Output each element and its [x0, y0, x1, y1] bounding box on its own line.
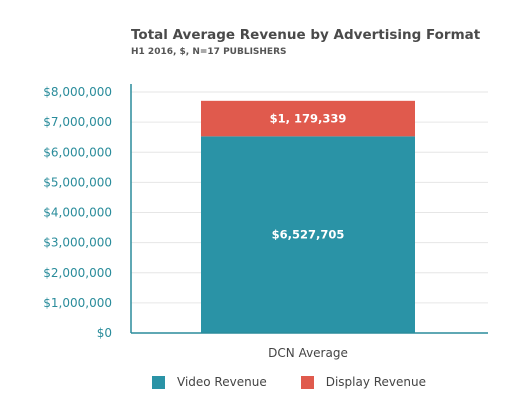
y-tick-label: $3,000,000 [43, 236, 112, 250]
bar-display-revenue [201, 100, 415, 137]
y-tick-label: $5,000,000 [43, 175, 112, 189]
legend-item-display: Display Revenue [300, 375, 427, 389]
y-tick-label: $0 [97, 326, 112, 340]
bar-video-revenue [201, 136, 415, 333]
chart-subtitle: H1 2016, $, N=17 PUBLISHERS [131, 47, 287, 57]
y-tick-label: $1,000,000 [43, 296, 112, 310]
y-tick-label: $8,000,000 [43, 85, 112, 99]
legend-swatch-video [152, 375, 165, 389]
legend-item-video: Video Revenue [152, 375, 267, 389]
y-tick-label: $4,000,000 [43, 206, 112, 220]
chart-title: Total Average Revenue by Advertising For… [131, 27, 481, 43]
y-tick-label: $2,000,000 [43, 266, 112, 280]
legend: Video Revenue Display Revenue [152, 375, 460, 389]
y-tick-label: $6,000,000 [43, 145, 112, 159]
legend-swatch-display [300, 375, 314, 389]
legend-label-display: Display Revenue [325, 375, 427, 389]
x-tick-label: DCN Average [268, 346, 348, 360]
data-label: $6,527,705 [272, 228, 345, 242]
y-tick-label: $7,000,000 [43, 115, 112, 129]
data-label: $1, 179,339 [270, 112, 347, 126]
legend-label-video: Video Revenue [177, 375, 267, 389]
